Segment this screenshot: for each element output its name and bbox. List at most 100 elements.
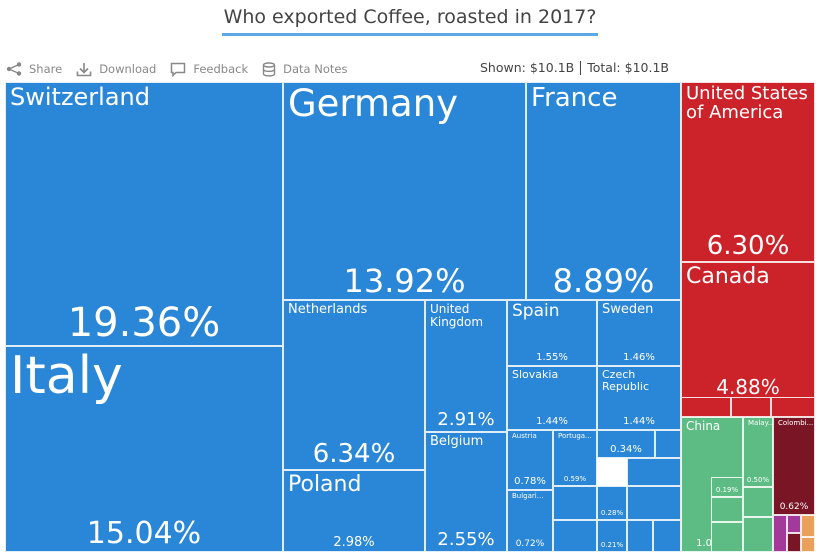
totals: Shown: $10.1B Total: $10.1B bbox=[480, 60, 669, 75]
treemap-cell-malay[interactable]: Malay... 0.50% bbox=[743, 417, 773, 487]
treemap-cell-italy[interactable]: Italy 15.04% bbox=[5, 346, 283, 552]
treemap-cell-united-states-of-america[interactable]: United States of America 6.30% bbox=[681, 82, 815, 262]
treemap-cell-small[interactable] bbox=[743, 517, 773, 552]
cell-value: 0.34% bbox=[610, 444, 642, 455]
cell-label: Malay... bbox=[748, 419, 773, 427]
treemap-cell-colombi[interactable]: Colombi... 0.62% bbox=[773, 417, 815, 515]
cell-label: Netherlands bbox=[288, 302, 368, 317]
shown-label: Shown: bbox=[480, 60, 526, 75]
cell-value: 6.30% bbox=[706, 231, 790, 261]
database-icon bbox=[262, 61, 276, 77]
cell-label: Bulgari... bbox=[512, 492, 544, 500]
data-notes-label: Data Notes bbox=[283, 62, 348, 76]
treemap-cell-small[interactable] bbox=[787, 533, 801, 552]
cell-label: Switzerland bbox=[10, 83, 150, 111]
cell-value: 1.55% bbox=[536, 352, 568, 363]
cell-value: 0.62% bbox=[779, 502, 809, 512]
treemap-cell-portuga[interactable]: Portuga... 0.59% bbox=[553, 430, 597, 486]
cell-value: 6.34% bbox=[312, 439, 396, 469]
treemap-cell-belgium[interactable]: Belgium 2.55% bbox=[425, 432, 507, 552]
cell-label: France bbox=[531, 83, 618, 113]
cell-label: United Kingdom bbox=[430, 302, 484, 329]
treemap-cell-small[interactable]: 0.34% bbox=[597, 430, 655, 458]
data-notes-button[interactable]: Data Notes bbox=[262, 61, 348, 77]
cell-value: 13.92% bbox=[343, 262, 466, 300]
treemap-cell-small[interactable]: 0.19% bbox=[711, 477, 743, 497]
cell-value: 0.78% bbox=[514, 476, 546, 487]
treemap-cell-small[interactable] bbox=[627, 520, 653, 552]
treemap: Switzerland 19.36% Italy 15.04% Germany 13.92… bbox=[5, 82, 815, 552]
cell-value: 0.72% bbox=[515, 539, 545, 549]
treemap-cell-austria[interactable]: Austria 0.78% bbox=[507, 430, 553, 490]
cell-value: 19.36% bbox=[67, 300, 221, 346]
treemap-cell-small[interactable] bbox=[801, 515, 815, 537]
cell-label: United States of America bbox=[686, 83, 808, 123]
cell-value: 0.50% bbox=[746, 476, 770, 484]
treemap-cell-united-kingdom[interactable]: United Kingdom 2.91% bbox=[425, 300, 507, 432]
cell-label: Italy bbox=[10, 346, 123, 406]
treemap-cell-sweden[interactable]: Sweden 1.46% bbox=[597, 300, 681, 366]
treemap-cell-small[interactable] bbox=[801, 537, 815, 552]
cell-value: 1.44% bbox=[536, 416, 568, 427]
cell-value: 15.04% bbox=[86, 516, 202, 551]
treemap-cell-small[interactable] bbox=[627, 458, 681, 486]
download-label: Download bbox=[99, 62, 157, 76]
treemap-cell-small[interactable] bbox=[627, 486, 681, 520]
treemap-cell-switzerland[interactable]: Switzerland 19.36% bbox=[5, 82, 283, 346]
cell-value: 0.28% bbox=[600, 509, 624, 517]
chart-title: Who exported Coffee, roasted in 2017? bbox=[221, 6, 599, 36]
treemap-cell-bulgari[interactable]: Bulgari... 0.72% bbox=[507, 490, 553, 552]
cell-label: Germany bbox=[288, 82, 459, 125]
feedback-icon bbox=[171, 62, 186, 77]
cell-label: Canada bbox=[686, 264, 770, 289]
total-label: Total: bbox=[587, 60, 621, 75]
treemap-cell-small[interactable] bbox=[771, 397, 815, 417]
download-icon bbox=[76, 62, 92, 76]
share-button[interactable]: Share bbox=[6, 62, 62, 76]
cell-value: 0.21% bbox=[600, 541, 624, 549]
share-label: Share bbox=[29, 62, 63, 76]
treemap-cell-small[interactable]: 0.28% bbox=[597, 486, 627, 520]
cell-value: 1.46% bbox=[623, 352, 655, 363]
cell-label: Sweden bbox=[602, 302, 654, 317]
shown-value: $10.1B bbox=[529, 60, 575, 75]
cell-value: 2.98% bbox=[333, 535, 375, 550]
cell-value: 0.59% bbox=[563, 475, 587, 483]
chart-title-wrap: Who exported Coffee, roasted in 2017? bbox=[0, 6, 820, 36]
feedback-button[interactable]: Feedback bbox=[170, 62, 248, 77]
treemap-cell-spain[interactable]: Spain 1.55% bbox=[507, 300, 597, 366]
cell-label: Czech Republic bbox=[602, 368, 650, 393]
treemap-cell-small[interactable] bbox=[553, 520, 597, 552]
treemap-cell-small[interactable] bbox=[553, 486, 597, 520]
cell-label: Belgium bbox=[430, 434, 484, 449]
cell-value: 4.88% bbox=[716, 375, 780, 399]
treemap-cell-france[interactable]: France 8.89% bbox=[526, 82, 681, 300]
treemap-cell-small[interactable] bbox=[711, 497, 743, 522]
cell-label: China bbox=[686, 419, 721, 433]
cell-value: 0.19% bbox=[715, 486, 739, 494]
treemap-cell-small[interactable] bbox=[653, 520, 681, 552]
treemap-cell-slovakia[interactable]: Slovakia 1.44% bbox=[507, 366, 597, 430]
treemap-cell-small[interactable] bbox=[773, 515, 787, 552]
download-button[interactable]: Download bbox=[76, 62, 156, 77]
cell-value: 1.44% bbox=[623, 416, 655, 427]
cell-value: 8.89% bbox=[552, 262, 655, 300]
treemap-cell-small[interactable] bbox=[681, 397, 731, 417]
treemap-cell-germany[interactable]: Germany 13.92% bbox=[283, 82, 526, 300]
treemap-cell-small[interactable]: 0.21% bbox=[597, 520, 627, 552]
cell-label: Spain bbox=[512, 301, 560, 321]
treemap-cell-small[interactable] bbox=[655, 430, 681, 458]
cell-label: Poland bbox=[288, 472, 362, 497]
cell-label: Austria bbox=[512, 432, 537, 440]
treemap-cell-small[interactable] bbox=[731, 397, 771, 417]
treemap-cell-poland[interactable]: Poland 2.98% bbox=[283, 470, 425, 552]
treemap-cell-canada[interactable]: Canada 4.88% bbox=[681, 262, 815, 400]
treemap-cell-small[interactable] bbox=[787, 515, 801, 533]
treemap-cell-small[interactable] bbox=[711, 522, 743, 552]
treemap-cell-netherlands[interactable]: Netherlands 6.34% bbox=[283, 300, 425, 470]
cell-label: Colombi... bbox=[778, 419, 814, 427]
feedback-label: Feedback bbox=[193, 62, 249, 76]
treemap-cell-czech-republic[interactable]: Czech Republic 1.44% bbox=[597, 366, 681, 430]
treemap-cell-small[interactable] bbox=[743, 487, 773, 517]
cell-label: Portuga... bbox=[558, 432, 592, 440]
